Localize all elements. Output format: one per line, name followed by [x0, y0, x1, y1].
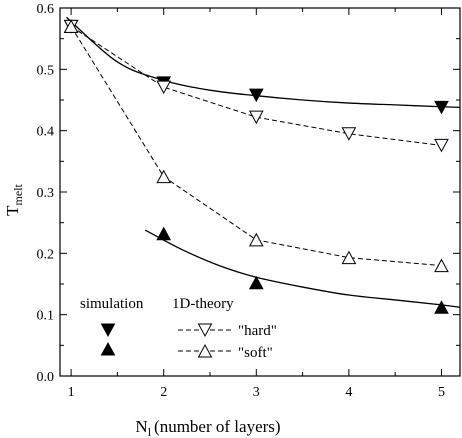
- legend-simulation-title: simulation: [80, 296, 144, 312]
- data-point: [63, 19, 79, 33]
- y-tick-label: 0.5: [37, 63, 55, 78]
- data-point: [341, 127, 357, 141]
- x-tick-label: 3: [253, 385, 260, 400]
- ticks: 1 2 3 4 5 0.0 0.1 0.2 0.3 0.4 0.5 0.6: [37, 2, 460, 400]
- y-tick-label: 0.3: [37, 186, 55, 201]
- fit-curves: [66, 16, 461, 308]
- data-point: [434, 300, 449, 314]
- data-point: [156, 169, 172, 184]
- legend-theory-title: 1D-theory: [172, 296, 234, 312]
- y-tick-label: 0.2: [37, 247, 55, 262]
- y-tick-label: 0.4: [37, 125, 55, 140]
- y-tick-label: 0.1: [37, 309, 55, 324]
- fit-curve-1: [66, 16, 461, 109]
- x-tick-label: 5: [438, 385, 445, 400]
- data-point: [248, 88, 264, 103]
- data-point: [434, 100, 449, 115]
- x-tick-label: 1: [68, 385, 75, 400]
- legend-sim-soft-marker: [100, 341, 116, 356]
- fit-curve-2: [144, 229, 461, 308]
- x-axis-label: Nl (number of layers): [135, 417, 280, 438]
- data-point: [248, 275, 264, 290]
- legend-hard-label: "hard": [238, 323, 277, 339]
- data-point: [248, 232, 264, 247]
- data-point: [156, 80, 172, 95]
- legend-soft-label: "soft": [238, 345, 273, 361]
- data-point: [156, 226, 172, 241]
- data-point: [248, 110, 264, 125]
- data-point: [341, 250, 357, 265]
- data-point: [434, 138, 449, 153]
- theory-lines: [70, 25, 442, 267]
- theory-line-3: [70, 25, 442, 146]
- legend-marks: [100, 323, 232, 358]
- data-markers: [63, 19, 449, 314]
- legend: simulation 1D-theory "hard" "soft": [80, 296, 277, 361]
- y-axis-label: Tmelt: [3, 183, 25, 215]
- legend-soft-marker: [197, 343, 213, 358]
- legend-hard-marker: [197, 323, 213, 338]
- x-tick-label: 2: [160, 385, 167, 400]
- y-tick-label: 0.6: [37, 2, 55, 17]
- y-tick-label: 0.0: [37, 370, 55, 385]
- legend-sim-hard-marker: [100, 323, 116, 338]
- data-point: [434, 258, 449, 273]
- x-tick-label: 4: [345, 385, 352, 400]
